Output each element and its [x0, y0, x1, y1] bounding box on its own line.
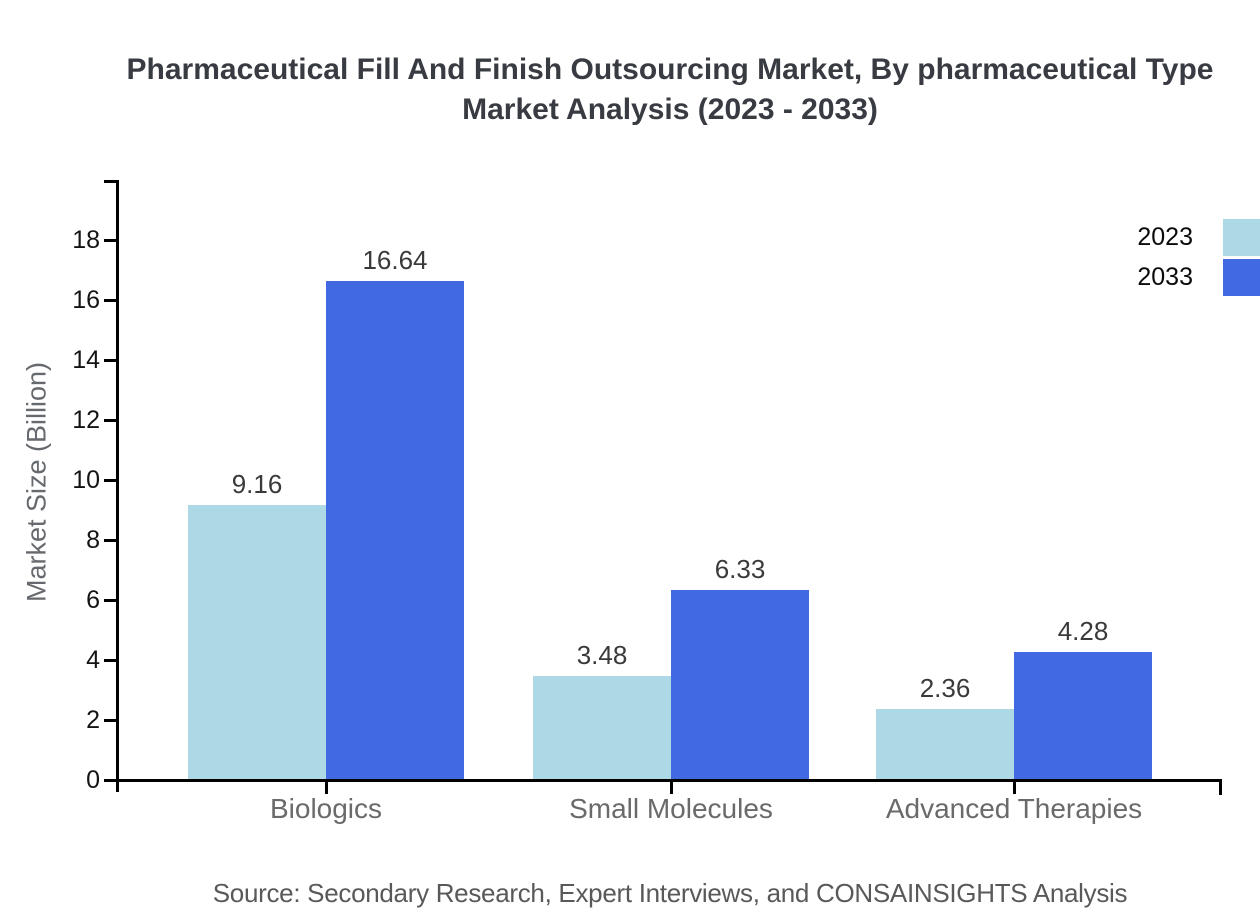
bar-2023-advanced-therapies	[876, 709, 1014, 780]
bar-value-label-2023-biologics: 9.16	[231, 469, 283, 499]
y-tick-label-2: 2	[86, 706, 100, 734]
chart-title: Pharmaceutical Fill And Finish Outsourci…	[80, 50, 1260, 130]
y-axis-top-cap	[104, 180, 118, 183]
y-tick-label-14: 14	[72, 346, 100, 374]
y-tick-label-4: 4	[86, 646, 100, 674]
x-category-label-advanced-therapies: Advanced Therapies	[885, 793, 1143, 824]
bar-2023-biologics	[188, 505, 326, 780]
bar-value-label-2033-small-molecules: 6.33	[714, 554, 766, 584]
y-tick-16	[104, 299, 118, 302]
y-tick-8	[104, 539, 118, 542]
bar-2033-advanced-therapies	[1014, 652, 1152, 780]
bar-2033-small-molecules	[671, 590, 809, 780]
legend-label-2033: 2033	[1137, 263, 1193, 291]
y-tick-label-10: 10	[72, 466, 100, 494]
bar-value-label-2033-biologics: 16.64	[362, 245, 428, 275]
source-note: Source: Secondary Research, Expert Inter…	[212, 878, 1128, 908]
x-tick-advanced-therapies	[1013, 780, 1016, 794]
legend-item-2023: 2023	[1000, 219, 1260, 256]
bar-2033-biologics	[326, 281, 464, 780]
y-axis-line	[116, 180, 119, 792]
bar-value-label-2033-advanced-therapies: 4.28	[1057, 616, 1109, 646]
x-category-label-small-molecules: Small Molecules	[569, 793, 773, 824]
bar-value-label-2023-advanced-therapies: 2.36	[919, 673, 971, 703]
chart-title-line2: Market Analysis (2023 - 2033)	[462, 93, 878, 126]
y-tick-4	[104, 659, 118, 662]
bar-value-label-2023-small-molecules: 3.48	[576, 640, 628, 670]
y-tick-6	[104, 599, 118, 602]
x-tick-small-molecules	[670, 780, 673, 794]
legend-swatch-2023	[1223, 219, 1260, 256]
x-axis-end-cap	[1219, 779, 1222, 795]
x-tick-biologics	[325, 780, 328, 794]
x-category-label-biologics: Biologics	[269, 793, 383, 824]
y-tick-label-18: 18	[72, 226, 100, 254]
y-tick-10	[104, 479, 118, 482]
x-axis-line	[104, 779, 1222, 782]
y-tick-label-12: 12	[72, 406, 100, 434]
y-tick-12	[104, 419, 118, 422]
chart-title-line1: Pharmaceutical Fill And Finish Outsourci…	[126, 53, 1214, 86]
y-tick-label-16: 16	[72, 286, 100, 314]
bar-2023-small-molecules	[533, 676, 671, 780]
y-tick-14	[104, 359, 118, 362]
y-tick-label-6: 6	[86, 586, 100, 614]
y-tick-label-0: 0	[86, 766, 100, 794]
y-tick-18	[104, 239, 118, 242]
legend: 2023 2033	[1000, 219, 1260, 296]
y-tick-2	[104, 719, 118, 722]
legend-item-2033: 2033	[1000, 259, 1260, 296]
y-tick-label-8: 8	[86, 526, 100, 554]
legend-swatch-2033	[1223, 259, 1260, 296]
legend-label-2023: 2023	[1137, 223, 1193, 251]
